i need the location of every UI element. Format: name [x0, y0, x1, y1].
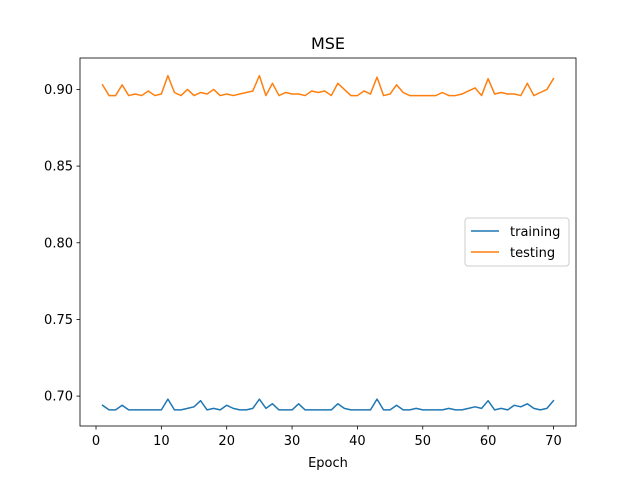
series-line-testing — [101, 74, 555, 97]
plot-area — [101, 74, 555, 411]
x-tick-label: 20 — [218, 434, 235, 449]
y-tick-label: 0.90 — [44, 83, 73, 98]
x-tick-label: 10 — [153, 434, 170, 449]
y-tick-label: 0.80 — [44, 236, 73, 251]
legend-box — [464, 217, 570, 267]
x-tick-label: 60 — [480, 434, 497, 449]
y-tick-label: 0.85 — [44, 160, 73, 175]
chart-title: MSE — [311, 34, 345, 53]
legend-label-training: training — [510, 225, 560, 240]
y-tick-label: 0.70 — [44, 390, 73, 405]
x-axis-label: Epoch — [308, 456, 348, 471]
x-tick-label: 70 — [545, 434, 562, 449]
x-tick-label: 0 — [92, 434, 100, 449]
x-tick-label: 40 — [349, 434, 366, 449]
axes-frame — [79, 57, 577, 427]
x-tick-label: 50 — [414, 434, 431, 449]
axes: 0 10 20 30 40 50 60 70 0.70 0.75 0.80 0.85 0.90 — [44, 57, 577, 449]
y-tick-label: 0.75 — [44, 313, 73, 328]
legend: training testing — [464, 217, 570, 267]
x-tick-label: 30 — [284, 434, 301, 449]
series-line-training — [101, 398, 555, 411]
legend-label-testing: testing — [510, 246, 555, 261]
